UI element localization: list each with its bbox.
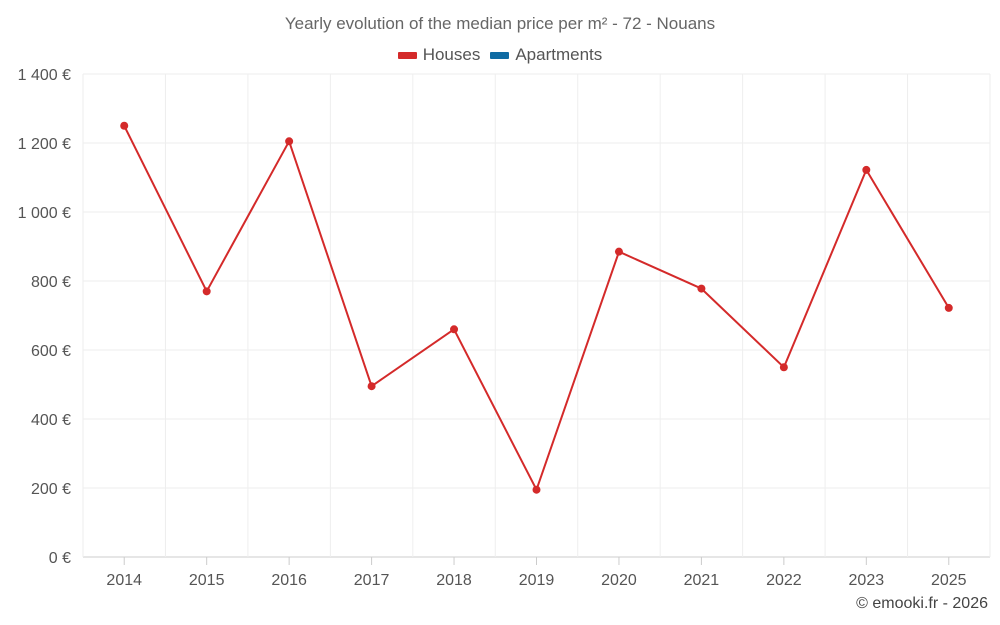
x-tick-label: 2014 <box>106 572 142 589</box>
x-tick-label: 2020 <box>601 572 637 589</box>
y-tick-label: 1 200 € <box>18 136 71 153</box>
copyright-credit: © emooki.fr - 2026 <box>856 595 988 612</box>
chart-legend: Houses Apartments <box>0 45 1000 65</box>
y-tick-label: 600 € <box>31 343 71 360</box>
data-point <box>532 485 541 494</box>
legend-item-apartments[interactable]: Apartments <box>490 45 602 65</box>
x-tick-label: 2025 <box>931 572 967 589</box>
data-point <box>779 363 788 372</box>
chart-title: Yearly evolution of the median price per… <box>284 14 716 33</box>
x-tick-label: 2023 <box>849 572 885 589</box>
data-point <box>697 284 706 293</box>
data-point <box>862 165 871 174</box>
data-point <box>367 382 376 391</box>
y-tick-label: 200 € <box>31 481 71 498</box>
x-tick-label: 2017 <box>354 572 390 589</box>
data-point <box>202 287 211 296</box>
y-tick-label: 400 € <box>31 412 71 429</box>
legend-item-houses[interactable]: Houses <box>397 45 481 65</box>
legend-label-apartments: Apartments <box>515 45 603 64</box>
x-tick-label: 2021 <box>684 572 720 589</box>
x-tick-label: 2018 <box>436 572 472 589</box>
legend-label-houses: Houses <box>422 45 481 64</box>
legend-swatch-houses <box>397 51 417 59</box>
x-tick-label: 2019 <box>519 572 555 589</box>
data-point <box>450 325 459 334</box>
y-tick-label: 1 000 € <box>18 205 71 222</box>
x-tick-label: 2016 <box>271 572 307 589</box>
data-point <box>944 303 953 312</box>
legend-swatch-apartments <box>490 51 510 59</box>
data-point <box>614 247 623 256</box>
data-point <box>285 137 294 146</box>
data-point <box>120 121 129 130</box>
y-tick-label: 0 € <box>49 550 71 567</box>
x-tick-label: 2022 <box>766 572 802 589</box>
y-tick-label: 800 € <box>31 274 71 291</box>
x-tick-label: 2015 <box>189 572 225 589</box>
y-tick-label: 1 400 € <box>18 67 71 84</box>
